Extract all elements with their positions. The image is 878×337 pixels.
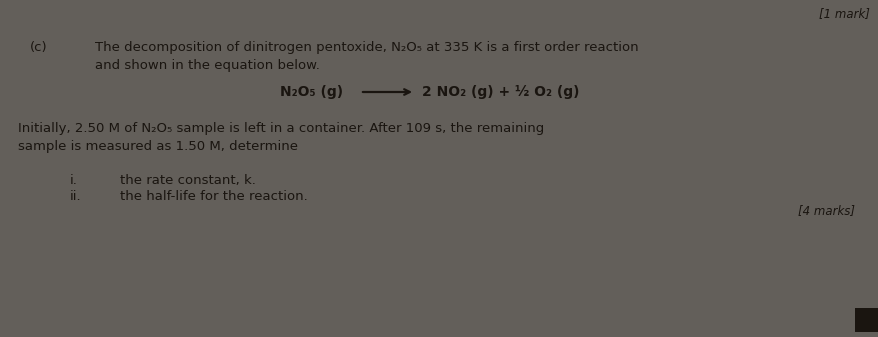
- Text: i.: i.: [70, 174, 78, 187]
- Text: the half-life for the reaction.: the half-life for the reaction.: [120, 190, 307, 203]
- Text: and shown in the equation below.: and shown in the equation below.: [95, 59, 320, 72]
- Bar: [854, 308, 878, 332]
- Text: N₂O₅ (g): N₂O₅ (g): [280, 85, 342, 99]
- Text: 2 NO₂ (g) + ½ O₂ (g): 2 NO₂ (g) + ½ O₂ (g): [421, 85, 579, 99]
- Text: [4 marks]: [4 marks]: [797, 204, 854, 217]
- Text: the rate constant, k.: the rate constant, k.: [120, 174, 255, 187]
- Text: sample is measured as 1.50 M, determine: sample is measured as 1.50 M, determine: [18, 140, 298, 153]
- Text: The decomposition of dinitrogen pentoxide, N₂O₅ at 335 K is a first order reacti: The decomposition of dinitrogen pentoxid…: [95, 41, 638, 54]
- Text: Initially, 2.50 M of N₂O₅ sample is left in a container. After 109 s, the remain: Initially, 2.50 M of N₂O₅ sample is left…: [18, 122, 543, 135]
- Text: (c): (c): [30, 41, 47, 54]
- Text: [1 mark]: [1 mark]: [818, 7, 869, 20]
- Text: ii.: ii.: [70, 190, 82, 203]
